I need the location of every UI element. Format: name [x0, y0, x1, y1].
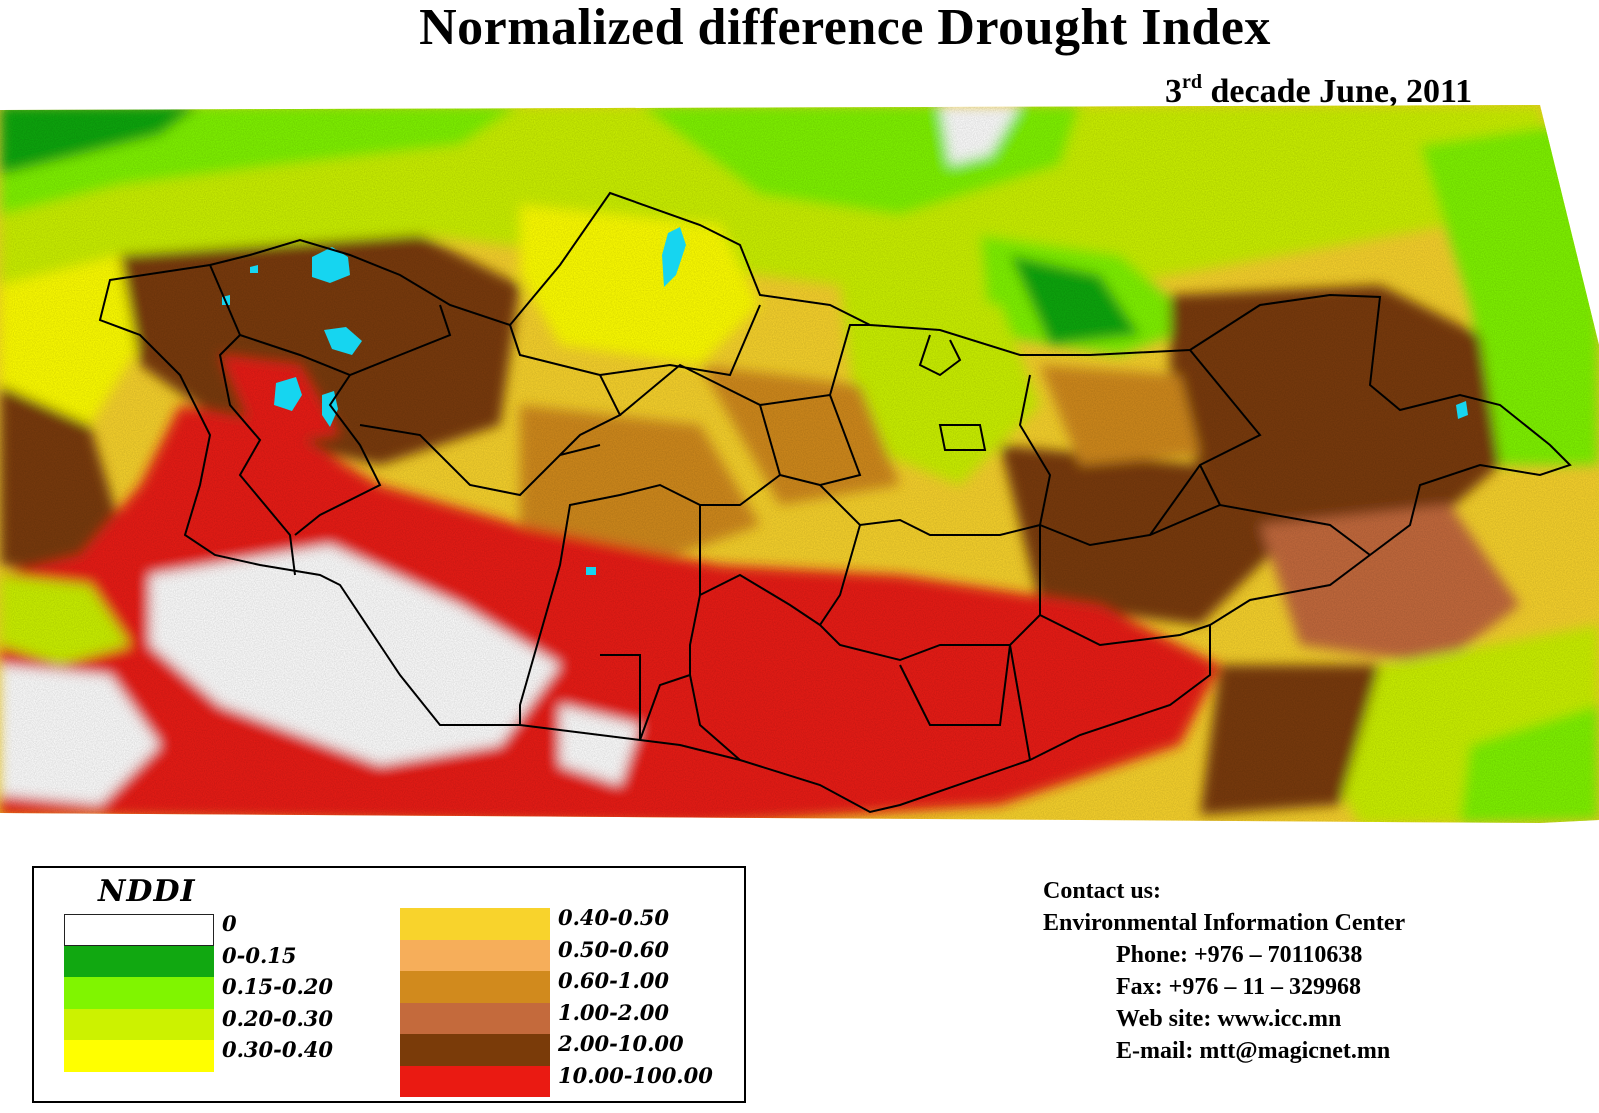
subtitle-ordinal-suffix: rd: [1182, 71, 1202, 93]
province-boundary: [818, 524, 1041, 662]
province-boundary: [689, 674, 741, 761]
legend-label: 2.00-10.00: [558, 1031, 684, 1056]
province-boundary: [918, 334, 962, 377]
legend-label: 0.40-0.50: [558, 905, 670, 930]
province-boundary: [599, 304, 761, 377]
province-boundary: [700, 474, 781, 506]
province-boundary: [519, 483, 701, 725]
legend-swatch: [64, 1040, 214, 1072]
province-boundary: [899, 644, 1011, 726]
legend-label: 0.20-0.30: [222, 1005, 334, 1031]
contact-fax: Fax: +976 – 11 – 329968: [1116, 974, 1362, 1000]
subtitle-ordinal: 3: [1165, 73, 1182, 110]
province-boundary: [818, 374, 1052, 536]
province-boundary: [1039, 614, 1211, 647]
legend-swatch: [64, 945, 214, 977]
legend-label: 1.00-2.00: [558, 999, 670, 1025]
subtitle-date: decade June, 2011: [1202, 73, 1473, 110]
legend-swatch: [400, 971, 550, 1003]
legend-label: 0: [222, 911, 237, 936]
country-boundary: [98, 191, 1572, 814]
province-boundary: [619, 363, 821, 486]
legend-title: NDDI: [98, 874, 196, 909]
province-boundary: [1009, 644, 1031, 761]
province-boundary: [639, 573, 821, 741]
legend-swatch: [64, 914, 214, 946]
legend-swatch: [400, 1002, 550, 1034]
legend-swatch: [400, 1065, 550, 1097]
province-boundary: [1149, 503, 1371, 556]
contact-phone: Phone: +976 – 70110638: [1116, 942, 1363, 968]
province-boundary: [938, 424, 987, 451]
province-boundary: [294, 374, 382, 536]
map-texture: [0, 105, 1599, 823]
province-boundary: [239, 304, 452, 377]
province-boundary: [359, 424, 601, 497]
legend-swatch: [400, 1034, 550, 1066]
legend-label: 0.30-0.40: [222, 1037, 334, 1062]
legend-swatch: [400, 939, 550, 971]
province-boundary: [759, 324, 870, 406]
legend: NDDI 0 0-0.15 0.15-0.20 0.20-0.30 0.30-0.40 …: [32, 866, 746, 1103]
legend-swatch: [64, 977, 214, 1009]
contact-website[interactable]: Web site: www.icc.mn: [1116, 1006, 1342, 1032]
date-subtitle: 3rd decade June, 2011: [1165, 72, 1472, 112]
province-boundary: [600, 654, 641, 740]
map-raster: [0, 105, 1599, 823]
legend-label: 0.50-0.60: [558, 936, 670, 962]
contact-heading: Contact us:: [1043, 878, 1161, 904]
lakes: [222, 227, 1468, 575]
legend-label: 0.60-1.00: [558, 968, 670, 993]
legend-label: 10.00-100.00: [558, 1062, 713, 1088]
province-boundary: [209, 264, 296, 576]
legend-label: 0-0.15: [222, 942, 297, 968]
drought-index-map: [0, 105, 1599, 840]
legend-swatch: [64, 1008, 214, 1040]
legend-swatch: [400, 908, 550, 940]
province-boundary: [1039, 349, 1262, 547]
province-boundaries: [98, 191, 1572, 814]
contact-email[interactable]: E-mail: mtt@magicnet.mn: [1116, 1038, 1391, 1064]
contact-info: Contact us: Environmental Information Ce…: [1043, 875, 1405, 1067]
province-boundary: [1199, 464, 1221, 506]
map-title: Normalized difference Drought Index: [419, 0, 1271, 56]
legend-label: 0.15-0.20: [222, 974, 334, 999]
contact-organization: Environmental Information Center: [1043, 910, 1406, 936]
